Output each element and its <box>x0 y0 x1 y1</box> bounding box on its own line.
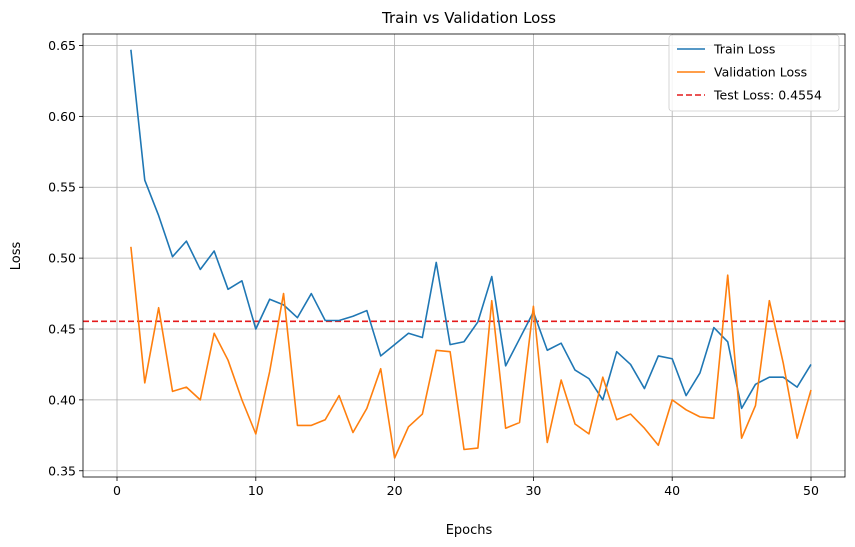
y-tick-label: 0.40 <box>48 392 76 407</box>
validation-loss-line <box>130 246 812 459</box>
legend-label: Validation Loss <box>714 65 807 80</box>
y-tick-label: 0.45 <box>48 322 76 337</box>
grid-lines <box>83 34 845 477</box>
y-tick-label: 0.55 <box>48 180 76 195</box>
legend: Train Loss Validation Loss Test Loss: 0.45… <box>668 34 840 112</box>
x-tick-label: 30 <box>525 483 541 498</box>
chart-title: Train vs Validation Loss <box>381 9 556 27</box>
legend-label: Train Loss <box>713 42 775 57</box>
x-tick-label: 40 <box>664 483 680 498</box>
x-axis-label: Epochs <box>446 523 493 538</box>
y-axis-label: Loss <box>9 242 24 271</box>
x-tick-label: 0 <box>113 483 121 498</box>
y-tick-label: 0.60 <box>48 109 76 124</box>
legend-label: Test Loss: 0.4554 <box>713 88 822 103</box>
axis-ticks: 0 10 20 30 40 50 0.35 0.40 0.45 0.50 0.55 0.60 0.65 <box>48 38 819 498</box>
series-lines <box>130 49 812 459</box>
x-tick-label: 10 <box>248 483 264 498</box>
x-tick-label: 20 <box>387 483 403 498</box>
y-tick-label: 0.50 <box>48 251 76 266</box>
x-tick-label: 50 <box>803 483 819 498</box>
y-tick-label: 0.35 <box>48 463 76 478</box>
train-loss-line <box>130 49 812 410</box>
legend-box <box>668 34 840 112</box>
y-tick-label: 0.65 <box>48 38 76 53</box>
plot-area-frame <box>82 33 846 478</box>
